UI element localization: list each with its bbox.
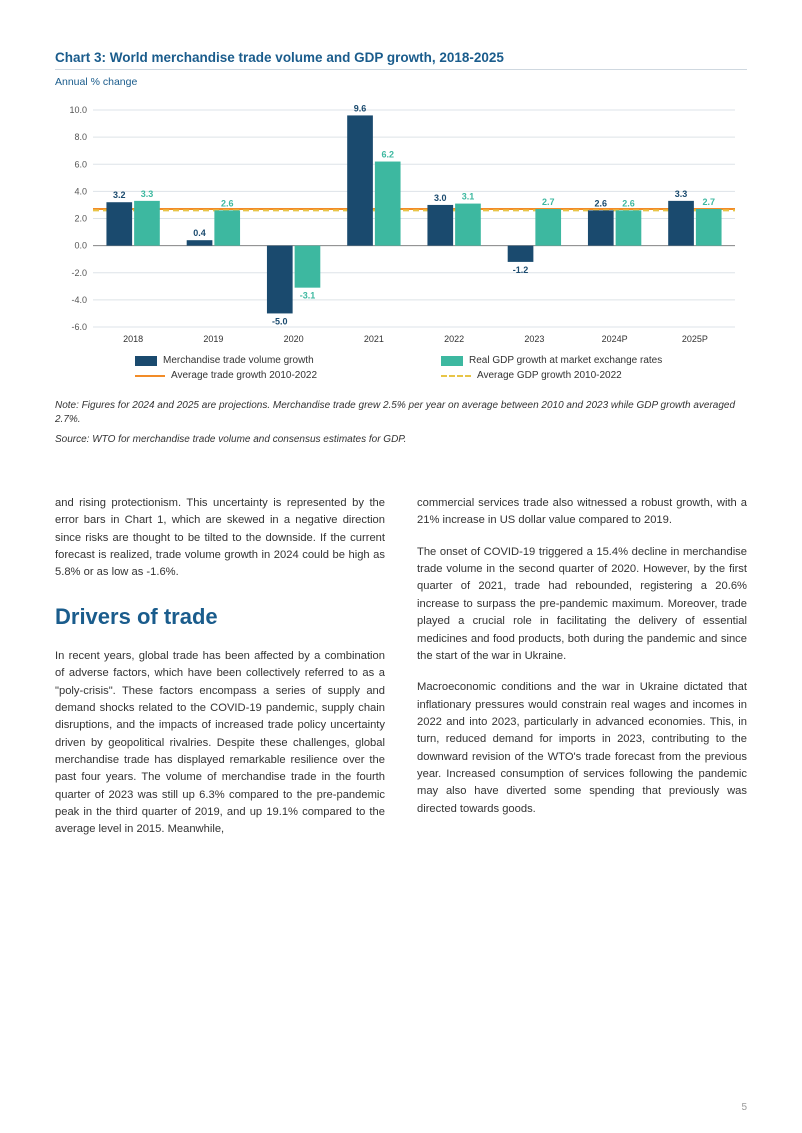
svg-text:6.2: 6.2: [381, 150, 394, 160]
note-text: Figures for 2024 and 2025 are projection…: [55, 400, 735, 425]
chart-note: Note: Figures for 2024 and 2025 are proj…: [55, 399, 747, 426]
body-paragraph: The onset of COVID-19 triggered a 15.4% …: [417, 544, 747, 666]
body-paragraph: Macroeconomic conditions and the war in …: [417, 679, 747, 818]
legend-swatch: [441, 375, 471, 377]
svg-text:2.6: 2.6: [622, 198, 635, 208]
legend-item-avg-gdp: Average GDP growth 2010-2022: [441, 370, 747, 381]
svg-text:2.0: 2.0: [74, 214, 87, 224]
svg-text:-6.0: -6.0: [71, 322, 87, 332]
svg-text:2021: 2021: [364, 334, 384, 344]
svg-text:-4.0: -4.0: [71, 295, 87, 305]
chart-legend: Merchandise trade volume growth Real GDP…: [55, 355, 747, 381]
right-column: commercial services trade also witnessed…: [417, 495, 747, 853]
svg-text:2019: 2019: [203, 334, 223, 344]
svg-text:8.0: 8.0: [74, 132, 87, 142]
svg-text:9.6: 9.6: [354, 103, 367, 113]
svg-text:2.7: 2.7: [702, 197, 715, 207]
svg-text:2.6: 2.6: [221, 198, 234, 208]
svg-text:0.0: 0.0: [74, 241, 87, 251]
legend-item-avg-trade: Average trade growth 2010-2022: [135, 370, 441, 381]
svg-text:3.2: 3.2: [113, 190, 126, 200]
svg-text:-5.0: -5.0: [272, 316, 288, 326]
svg-text:-2.0: -2.0: [71, 268, 87, 278]
legend-swatch: [441, 356, 463, 366]
svg-text:2020: 2020: [284, 334, 304, 344]
source-text: WTO for merchandise trade volume and con…: [89, 434, 406, 445]
legend-item-series1: Merchandise trade volume growth: [135, 355, 441, 366]
left-column: and rising protectionism. This uncertain…: [55, 495, 385, 853]
legend-swatch: [135, 356, 157, 366]
svg-text:4.0: 4.0: [74, 186, 87, 196]
svg-text:2023: 2023: [524, 334, 544, 344]
svg-text:3.0: 3.0: [434, 193, 447, 203]
chart-subtitle: Annual % change: [55, 76, 747, 88]
svg-text:3.1: 3.1: [462, 192, 475, 202]
legend-swatch: [135, 375, 165, 377]
svg-text:2018: 2018: [123, 334, 143, 344]
chart-source: Source: WTO for merchandise trade volume…: [55, 434, 747, 445]
svg-text:3.3: 3.3: [675, 189, 688, 199]
svg-text:2024P: 2024P: [602, 334, 628, 344]
source-label: Source:: [55, 434, 89, 445]
svg-text:2025P: 2025P: [682, 334, 708, 344]
legend-label: Merchandise trade volume growth: [163, 355, 314, 366]
body-paragraph: In recent years, global trade has been a…: [55, 648, 385, 839]
svg-text:0.4: 0.4: [193, 228, 206, 238]
svg-text:-1.2: -1.2: [513, 265, 529, 275]
body-columns: and rising protectionism. This uncertain…: [55, 495, 747, 853]
bar-chart: -6.0 -4.0 -2.0 0.0 2.0 4.0 6.0 8.0 10.0 3.2 3.3 201…: [55, 102, 745, 347]
svg-text:6.0: 6.0: [74, 159, 87, 169]
legend-item-series2: Real GDP growth at market exchange rates: [441, 355, 747, 366]
svg-text:2.6: 2.6: [595, 198, 608, 208]
chart-svg: -6.0 -4.0 -2.0 0.0 2.0 4.0 6.0 8.0 10.0 3.2 3.3 201…: [55, 102, 745, 347]
page-number: 5: [741, 1102, 747, 1113]
svg-text:3.3: 3.3: [141, 189, 154, 199]
legend-label: Average GDP growth 2010-2022: [477, 370, 622, 381]
note-label: Note:: [55, 400, 79, 411]
svg-text:10.0: 10.0: [69, 105, 87, 115]
section-heading: Drivers of trade: [55, 600, 385, 634]
body-paragraph: commercial services trade also witnessed…: [417, 495, 747, 530]
legend-label: Real GDP growth at market exchange rates: [469, 355, 662, 366]
chart-title: Chart 3: World merchandise trade volume …: [55, 50, 747, 70]
body-paragraph: and rising protectionism. This uncertain…: [55, 495, 385, 582]
svg-text:-3.1: -3.1: [300, 291, 316, 301]
svg-text:2.7: 2.7: [542, 197, 555, 207]
svg-text:2022: 2022: [444, 334, 464, 344]
legend-label: Average trade growth 2010-2022: [171, 370, 317, 381]
